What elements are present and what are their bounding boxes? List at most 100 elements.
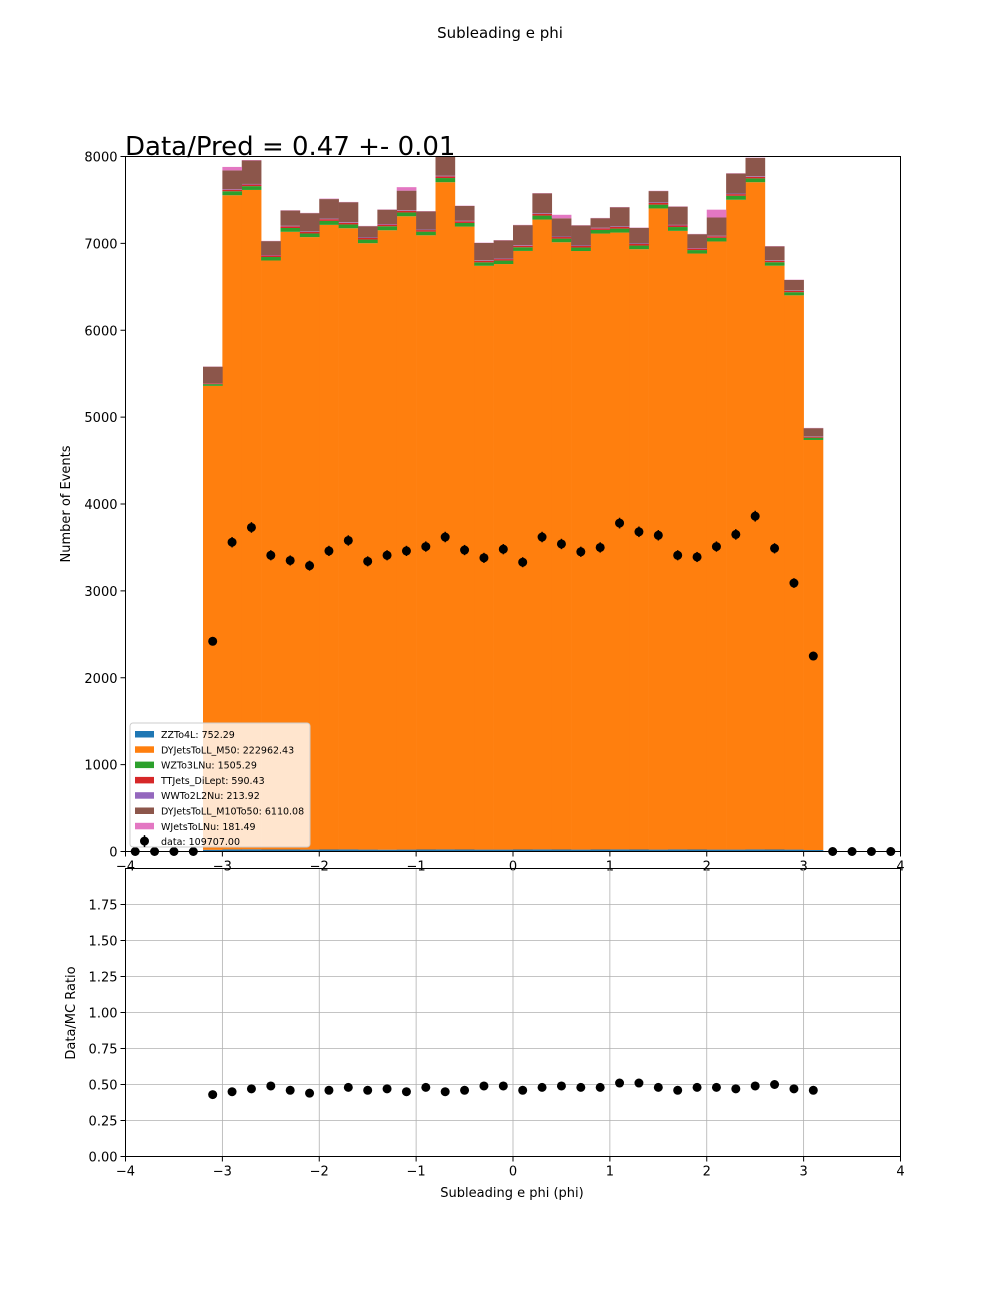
stack-bar <box>668 230 688 850</box>
data-point <box>808 651 818 661</box>
ratio-point <box>615 1078 625 1088</box>
ratio-point <box>227 1087 237 1097</box>
stack-bar <box>803 439 824 851</box>
figure-suptitle: Subleading e phi <box>437 24 563 42</box>
ratio-point <box>692 1082 702 1092</box>
stack-bar <box>222 189 243 192</box>
data-point <box>770 543 780 553</box>
stack-bar <box>764 260 785 261</box>
data-point <box>266 550 276 560</box>
stack-bar <box>358 243 378 850</box>
stack-series-5 <box>203 156 824 437</box>
ratio-point <box>363 1085 373 1095</box>
stack-bar <box>319 224 339 850</box>
stack-bar <box>299 231 320 234</box>
stack-bar <box>513 245 533 248</box>
legend-label: ZZTo4L: 752.29 <box>161 730 235 741</box>
stack-bar <box>493 264 514 850</box>
x-tick-label: 4 <box>896 860 904 875</box>
stack-bar <box>358 237 378 240</box>
ratio-point <box>498 1081 508 1091</box>
stack-bar <box>299 213 320 232</box>
ratio-point <box>246 1084 256 1094</box>
stack-bar <box>706 237 727 242</box>
stack-bar <box>474 262 494 266</box>
x-tick-label: 2 <box>703 1165 711 1180</box>
stack-bar <box>687 234 708 249</box>
legend-swatch <box>135 792 154 799</box>
stack-bar <box>532 215 553 220</box>
legend-label: WJetsToLNu: 181.49 <box>161 822 256 833</box>
stack-bar <box>648 208 669 850</box>
stack-bar <box>416 229 436 231</box>
stack-bar <box>435 849 456 852</box>
ratio-point <box>711 1082 721 1092</box>
stack-bar <box>513 245 533 246</box>
data-point <box>324 546 334 556</box>
stack-bar <box>513 849 533 852</box>
stack-bar <box>396 210 417 211</box>
stack-bar <box>571 247 591 252</box>
stack-bar <box>726 193 746 195</box>
data-point <box>653 530 663 540</box>
stack-bar <box>571 245 591 246</box>
stack-bar <box>513 247 533 251</box>
stack-bar <box>784 295 804 850</box>
stack-bar <box>280 849 301 852</box>
stack-bar <box>648 202 669 205</box>
ratio-point <box>808 1085 818 1095</box>
ratio-point <box>556 1081 566 1091</box>
stack-bar <box>435 176 456 179</box>
stack-bar <box>629 245 649 250</box>
data-point <box>711 542 721 552</box>
stack-bar <box>784 279 804 291</box>
stack-bar <box>609 849 630 852</box>
stack-bar <box>261 257 281 261</box>
stack-bar <box>396 849 417 852</box>
y-tick-label: 7000 <box>84 237 117 252</box>
stack-bar <box>435 156 456 176</box>
stack-bar <box>493 260 514 265</box>
stack-bar <box>609 226 630 227</box>
ratio-y-axis-label: Data/MC Ratio <box>64 966 79 1059</box>
stack-bar <box>222 191 243 196</box>
stack-bar <box>784 292 804 296</box>
ratio-point <box>750 1081 760 1091</box>
stack-bar <box>261 849 281 852</box>
stack-bar <box>784 849 804 852</box>
y-tick-label: 1.50 <box>89 935 118 950</box>
stack-bar <box>784 290 804 293</box>
stack-bar <box>377 224 398 227</box>
stack-bar <box>590 229 611 234</box>
stack-bar <box>706 236 727 238</box>
stack-bar <box>551 214 572 219</box>
stack-bar <box>668 225 688 228</box>
stack-bar <box>338 222 359 225</box>
stack-bar <box>377 226 398 231</box>
stack-bar <box>803 436 824 438</box>
legend-swatch <box>140 836 149 846</box>
stack-bar <box>745 178 766 183</box>
stack-bar <box>513 225 533 246</box>
stack-bar <box>435 178 456 183</box>
x-tick-label: 0 <box>509 1165 517 1180</box>
stack-bar <box>668 227 688 231</box>
stack-bar <box>396 187 417 191</box>
stack-bar <box>222 195 243 850</box>
stack-bar <box>687 250 708 254</box>
stack-bar <box>745 176 766 177</box>
stack-bar <box>590 218 611 228</box>
y-tick-label: 1.75 <box>89 899 118 914</box>
stack-bar <box>687 248 708 249</box>
data-point <box>789 578 799 588</box>
legend: ZZTo4L: 752.29 DYJetsToLL_M50: 222962.43 W… <box>129 722 311 848</box>
legend-swatch <box>135 746 154 753</box>
stack-bar <box>358 237 378 238</box>
stack-bar <box>571 849 591 852</box>
stack-bar <box>280 227 301 232</box>
y-tick-label: 6000 <box>84 324 117 339</box>
stack-series-3 <box>203 176 824 438</box>
legend-label: data: 109707.00 <box>161 837 240 848</box>
stack-bar <box>416 231 436 236</box>
y-tick-label: 2000 <box>84 672 117 687</box>
